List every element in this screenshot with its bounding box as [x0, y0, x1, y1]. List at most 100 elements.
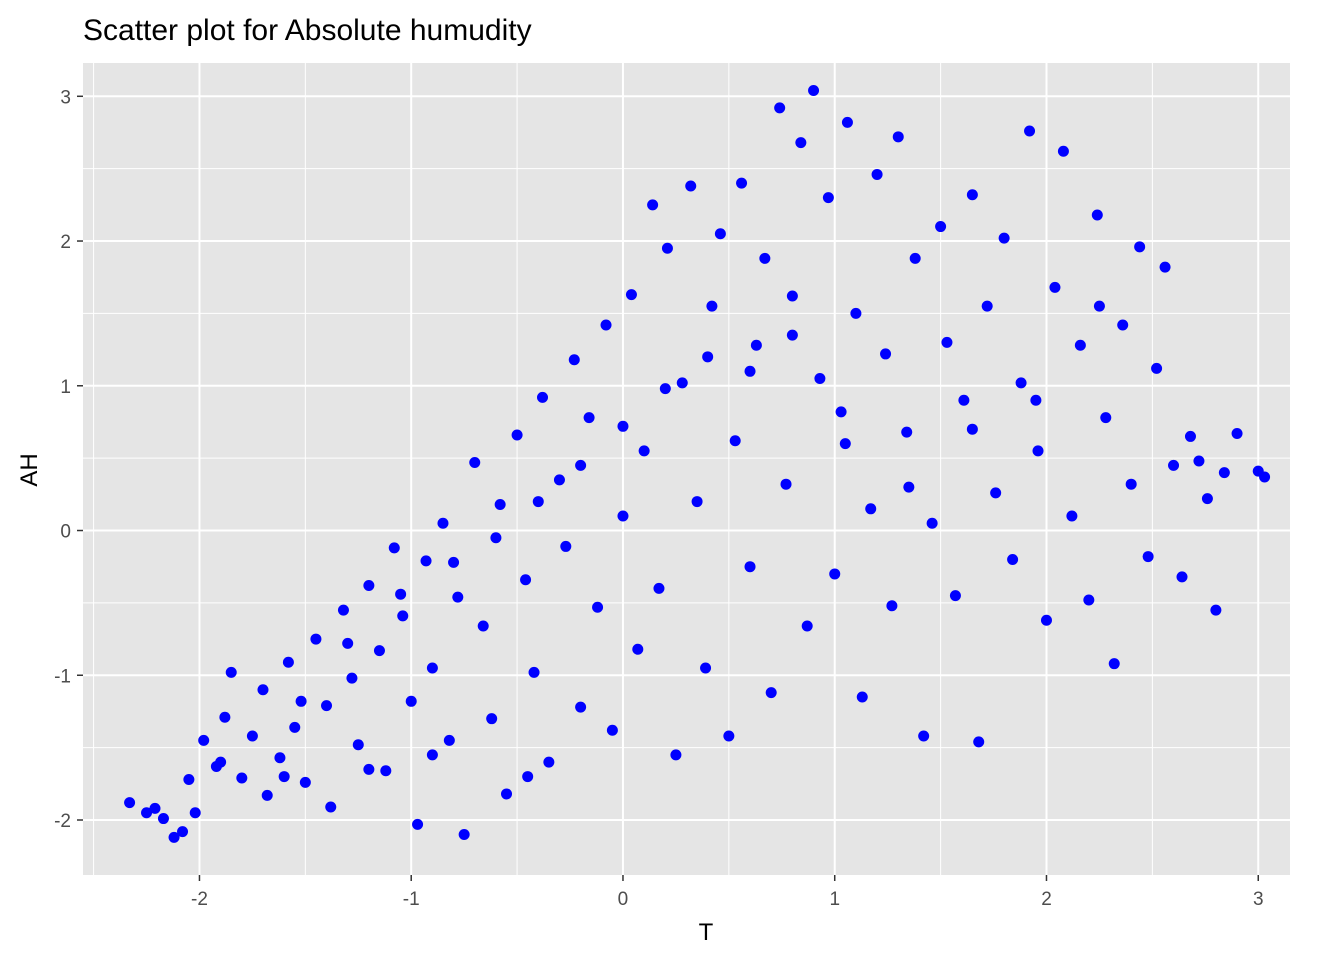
scatter-point [149, 802, 161, 814]
scatter-point [1049, 281, 1061, 293]
scatter-point [822, 192, 834, 204]
scatter-point [1093, 300, 1105, 312]
scatter-point [880, 348, 892, 360]
scatter-point [494, 498, 506, 510]
scatter-point [486, 713, 498, 725]
scatter-point [397, 610, 409, 622]
scatter-point [1100, 412, 1112, 424]
scatter-point [700, 662, 712, 674]
y-axis-title: AH [16, 453, 43, 486]
scatter-point [412, 818, 424, 830]
scatter-point [1210, 604, 1222, 616]
scatter-point [1125, 478, 1137, 490]
scatter-point [981, 300, 993, 312]
scatter-point [1231, 428, 1243, 440]
x-tick-label: 0 [618, 889, 629, 910]
scatter-point [691, 496, 703, 508]
scatter-point [1117, 319, 1129, 331]
scatter-point [1015, 377, 1027, 389]
scatter-point [583, 412, 595, 424]
scatter-point [373, 645, 385, 657]
scatter-point [469, 456, 481, 468]
scatter-point [299, 776, 311, 788]
scatter-point [856, 691, 868, 703]
scatter-point [1176, 571, 1188, 583]
scatter-point [426, 662, 438, 674]
scatter-point [744, 561, 756, 573]
scatter-point [388, 542, 400, 554]
scatter-point [1030, 394, 1042, 406]
scatter-point [765, 687, 777, 699]
scatter-point [909, 252, 921, 264]
scatter-point [183, 773, 195, 785]
scatter-point [617, 420, 629, 432]
scatter-point [638, 445, 650, 457]
scatter-point [1159, 261, 1171, 273]
scatter-point [236, 772, 248, 784]
minor-gridlines [83, 63, 1290, 875]
scatter-point [157, 813, 169, 825]
scatter-point [395, 588, 407, 600]
scatter-point [537, 391, 549, 403]
scatter-point [829, 568, 841, 580]
scatter-point [903, 481, 915, 493]
scatter-point [282, 656, 294, 668]
x-tick-label: 3 [1253, 889, 1264, 910]
scatter-point [835, 406, 847, 418]
scatter-point [990, 487, 1002, 499]
scatter-point [274, 752, 286, 764]
scatter-point [973, 736, 985, 748]
scatter-point [575, 701, 587, 713]
plot-panel [83, 63, 1290, 875]
scatter-point [448, 556, 460, 568]
scatter-point [714, 228, 726, 240]
scatter-point [871, 168, 883, 180]
scatter-point [543, 756, 555, 768]
scatter-point [289, 721, 301, 733]
scatter-point [261, 789, 273, 801]
scatter-point [575, 459, 587, 471]
scatter-point [685, 180, 697, 192]
y-tick-label: -2 [54, 811, 71, 832]
scatter-point [1142, 551, 1154, 563]
scatter-point [1184, 430, 1196, 442]
scatter-point [189, 807, 201, 819]
x-axis-title: T [699, 919, 714, 946]
scatter-point [736, 177, 748, 189]
scatter-point [1024, 125, 1036, 137]
x-axis: -2 -1 0 1 2 3 [191, 875, 1264, 910]
scatter-point [141, 807, 153, 819]
scatter-point [215, 756, 227, 768]
scatter-point [501, 788, 513, 800]
scatter-point [520, 574, 532, 586]
scatter-point [522, 771, 534, 783]
scatter-point [606, 724, 618, 736]
x-tick-label: -2 [191, 889, 208, 910]
scatter-point [363, 763, 375, 775]
scatter-point [676, 377, 688, 389]
scatter-point [659, 383, 671, 395]
scatter-point [759, 252, 771, 264]
scatter-point [342, 637, 354, 649]
scatter-point [966, 423, 978, 435]
y-tick-label: 3 [60, 87, 71, 108]
scatter-point [278, 771, 290, 783]
scatter-point [321, 700, 333, 712]
scatter-point [632, 643, 644, 655]
scatter-point [786, 290, 798, 302]
scatter-point [592, 601, 604, 613]
scatter-point [814, 373, 826, 385]
x-tick-label: 1 [829, 889, 840, 910]
scatter-point [337, 604, 349, 616]
y-tick-label: -1 [54, 666, 71, 687]
scatter-point [901, 426, 913, 438]
scatter-point [1201, 493, 1213, 505]
scatter-point [892, 131, 904, 143]
scatter-point [808, 85, 820, 97]
scatter-point [1218, 467, 1230, 479]
scatter-point [532, 496, 544, 508]
scatter-point [841, 116, 853, 128]
scatter-point [124, 797, 136, 809]
x-tick-label: 2 [1041, 889, 1052, 910]
scatter-point [511, 429, 523, 441]
